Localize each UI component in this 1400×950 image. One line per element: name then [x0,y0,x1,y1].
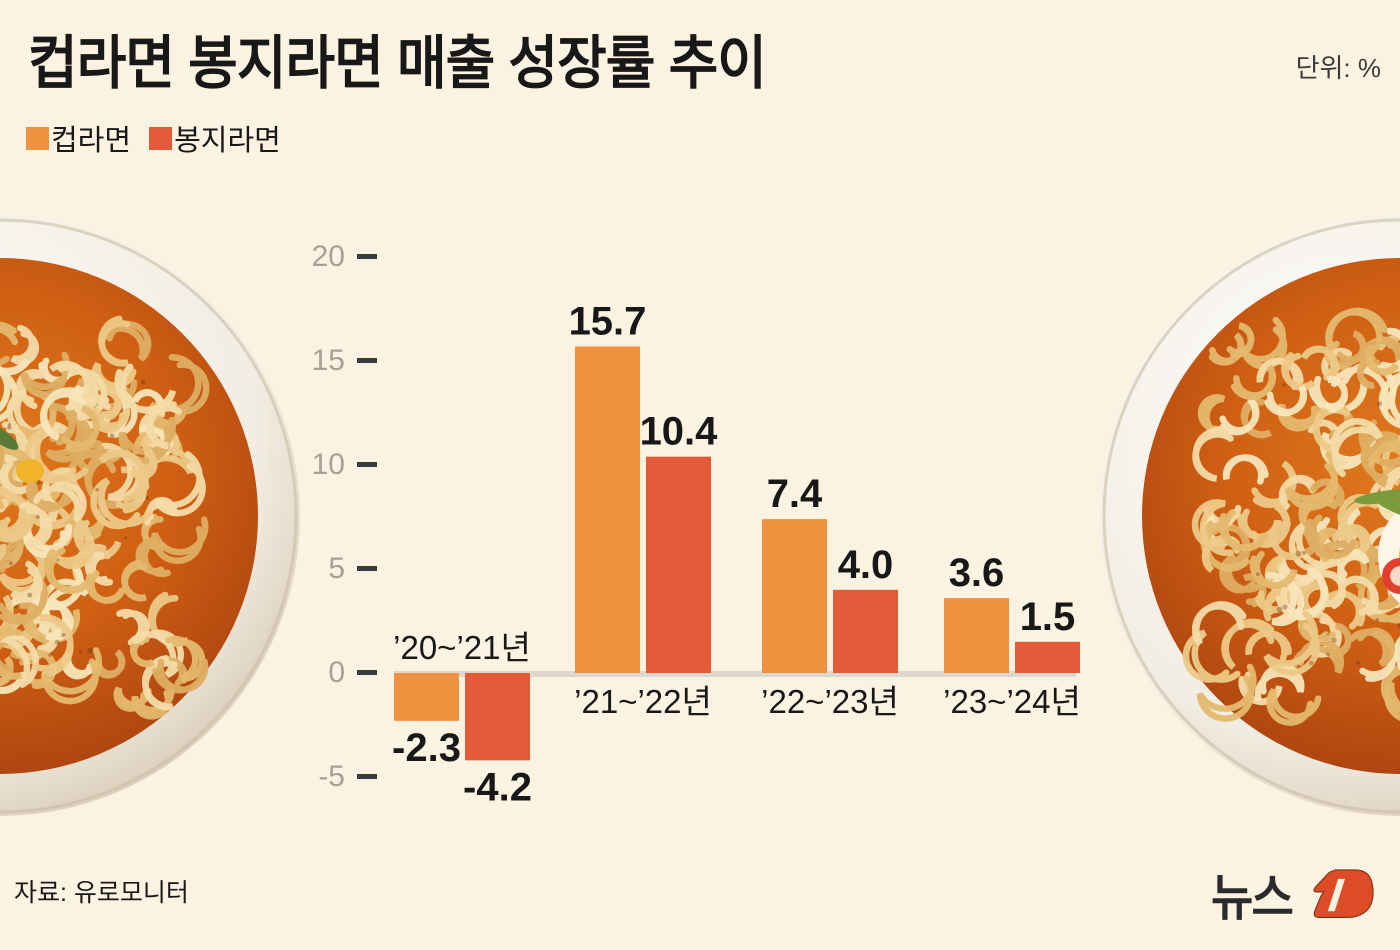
svg-text:0: 0 [328,656,345,689]
svg-text:20: 20 [312,240,345,273]
svg-text:-5: -5 [318,760,345,793]
svg-text:10: 10 [312,448,345,481]
svg-text:’23~’24년: ’23~’24년 [943,683,1081,720]
svg-text:-4.2: -4.2 [463,765,532,809]
svg-text:’22~’23년: ’22~’23년 [761,683,899,720]
svg-text:7.4: 7.4 [767,472,823,516]
svg-text:15.7: 15.7 [569,299,647,343]
svg-text:15: 15 [312,344,345,377]
svg-text:-2.3: -2.3 [392,726,461,770]
svg-text:’20~’21년: ’20~’21년 [393,629,531,666]
svg-text:5: 5 [328,552,345,585]
svg-text:1.5: 1.5 [1020,595,1076,639]
svg-text:3.6: 3.6 [949,551,1005,595]
svg-text:4.0: 4.0 [838,543,894,587]
svg-text:’21~’22년: ’21~’22년 [574,683,712,720]
svg-text:10.4: 10.4 [640,410,719,454]
